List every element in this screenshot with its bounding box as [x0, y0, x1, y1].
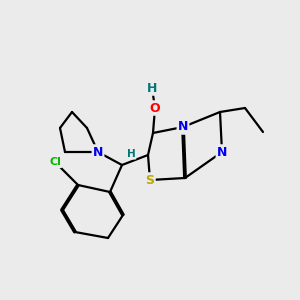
Text: S: S [146, 173, 154, 187]
Text: O: O [150, 101, 160, 115]
Text: H: H [147, 82, 157, 94]
Text: Cl: Cl [49, 157, 61, 167]
Text: N: N [178, 121, 188, 134]
Text: H: H [127, 149, 136, 159]
Text: N: N [217, 146, 227, 158]
Text: N: N [93, 146, 103, 158]
